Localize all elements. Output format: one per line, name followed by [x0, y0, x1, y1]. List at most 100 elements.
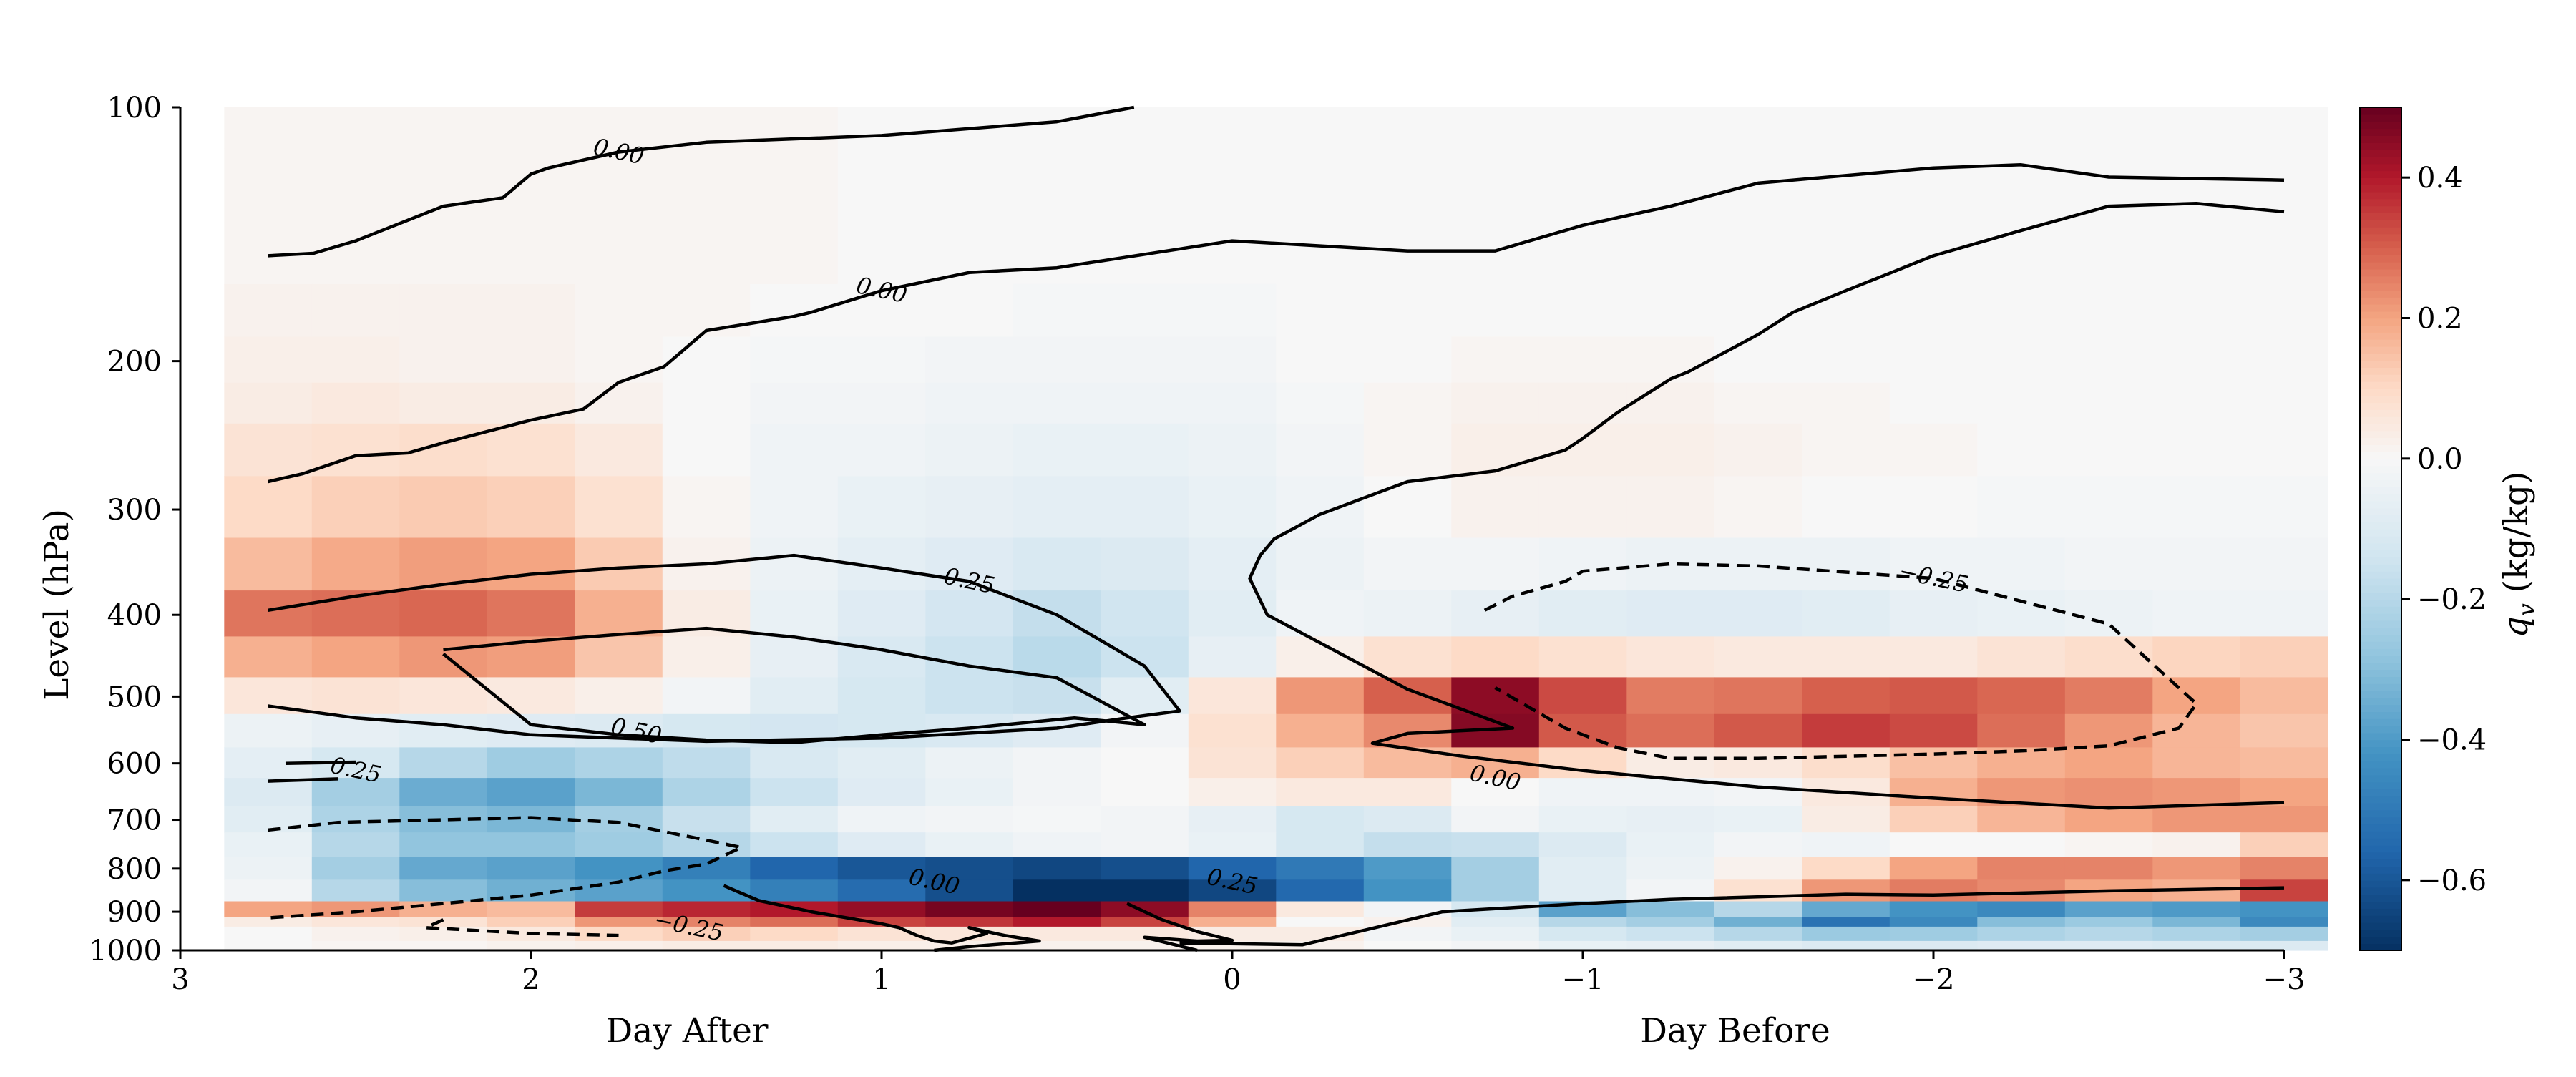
heatmap-cell — [662, 832, 751, 857]
heatmap-cell — [837, 283, 926, 338]
heatmap-cell — [1188, 222, 1277, 285]
heatmap-cell — [1101, 806, 1189, 833]
heatmap-cell — [1013, 382, 1101, 424]
heatmap-cell — [1451, 778, 1540, 807]
colorbar-segment — [2360, 191, 2401, 200]
heatmap-cell — [2064, 107, 2153, 149]
heatmap-cell — [1451, 926, 1540, 942]
heatmap-cell — [2240, 148, 2328, 223]
y-tick-label: 300 — [107, 494, 162, 527]
heatmap-cell — [1013, 747, 1101, 779]
heatmap-cell — [1626, 423, 1715, 477]
colorbar-segment — [2360, 697, 2401, 706]
heatmap-cell — [837, 713, 926, 748]
heatmap-cell — [2064, 283, 2153, 338]
heatmap-cell — [750, 537, 839, 591]
heatmap-cell — [1276, 336, 1365, 384]
heatmap-cell — [662, 636, 751, 678]
heatmap-cell — [1451, 879, 1540, 902]
heatmap-cell — [1714, 926, 1802, 942]
heatmap-cell — [1451, 940, 1540, 951]
heatmap-cell — [1977, 222, 2066, 285]
heatmap-cell — [1977, 857, 2066, 880]
colorbar-segment — [2360, 873, 2401, 881]
heatmap-cell — [575, 747, 663, 779]
heatmap-cell — [837, 832, 926, 857]
heatmap-cell — [1363, 879, 1452, 902]
heatmap-cell — [1977, 423, 2066, 477]
colorbar-segment — [2360, 240, 2401, 249]
heatmap-cell — [575, 336, 663, 384]
heatmap-cell — [662, 283, 751, 338]
heatmap-cell — [1889, 476, 1978, 539]
heatmap-cell — [487, 283, 575, 338]
heatmap-cell — [1101, 283, 1189, 338]
heatmap-cell — [399, 778, 488, 807]
heatmap-cell — [1889, 901, 1978, 917]
colorbar-segment — [2360, 452, 2401, 459]
colorbar-segment — [2360, 297, 2401, 305]
heatmap-cell — [311, 148, 400, 223]
heatmap-cell — [1538, 713, 1627, 748]
y-tick-label: 700 — [107, 804, 162, 837]
heatmap-cell — [750, 778, 839, 807]
colorbar-segment — [2360, 395, 2401, 404]
colorbar-segment — [2360, 367, 2401, 375]
heatmap-cell — [1626, 590, 1715, 637]
colorbar-segment — [2360, 606, 2401, 614]
heatmap-cell — [2240, 537, 2328, 591]
heatmap-cell — [2152, 857, 2241, 880]
heatmap-cell — [311, 806, 400, 833]
heatmap-cell — [1977, 917, 2066, 927]
heatmap-cell — [2240, 832, 2328, 857]
heatmap-cell — [1802, 832, 1890, 857]
contour-line — [285, 760, 356, 765]
heatmap-cell — [311, 476, 400, 539]
heatmap-cell — [837, 901, 926, 917]
heatmap-cell — [1977, 747, 2066, 779]
heatmap-cell — [925, 832, 1014, 857]
heatmap-cell — [1802, 806, 1890, 833]
heatmap-cell — [1101, 832, 1189, 857]
heatmap-cell — [1977, 832, 2066, 857]
heatmap-cell — [925, 423, 1014, 477]
colorbar-segment — [2360, 374, 2401, 382]
heatmap-cell — [750, 336, 839, 384]
colorbar-segment — [2360, 402, 2401, 410]
heatmap-cell — [575, 222, 663, 285]
colorbar-segment — [2360, 156, 2401, 165]
heatmap-cell — [750, 926, 839, 942]
heatmap-cell — [925, 857, 1014, 880]
colorbar-segment — [2360, 353, 2401, 361]
heatmap-cell — [837, 222, 926, 285]
colorbar-segment — [2360, 796, 2401, 804]
colorbar-segment — [2360, 262, 2401, 270]
heatmap-cell — [1802, 382, 1890, 424]
heatmap-cell — [1889, 107, 1978, 149]
heatmap-cell — [2240, 677, 2328, 715]
heatmap-cell — [2152, 917, 2241, 927]
heatmap-cell — [2240, 778, 2328, 807]
heatmap-cell — [750, 382, 839, 424]
heatmap-cell — [575, 148, 663, 223]
heatmap-cell — [2152, 747, 2241, 779]
heatmap-cell — [1802, 917, 1890, 927]
heatmap-cell — [1802, 476, 1890, 539]
heatmap-cell — [311, 832, 400, 857]
heatmap-cell — [1626, 107, 1715, 149]
colorbar-segment — [2360, 732, 2401, 741]
heatmap-cell — [1714, 917, 1802, 927]
x-axis-label-day-after: Day After — [606, 1011, 769, 1051]
heatmap-cell — [2152, 423, 2241, 477]
heatmap-cell — [1276, 382, 1365, 424]
colorbar-segment — [2360, 142, 2401, 150]
heatmap-cell — [1363, 806, 1452, 833]
heatmap-cell — [1626, 148, 1715, 223]
colorbar-segment — [2360, 704, 2401, 712]
heatmap-cell — [1013, 879, 1101, 902]
heatmap-cell — [925, 222, 1014, 285]
contour-line-dashed — [268, 816, 743, 920]
colorbar-segment — [2360, 332, 2401, 340]
heatmap-cell — [399, 901, 488, 917]
heatmap-cell — [399, 222, 488, 285]
